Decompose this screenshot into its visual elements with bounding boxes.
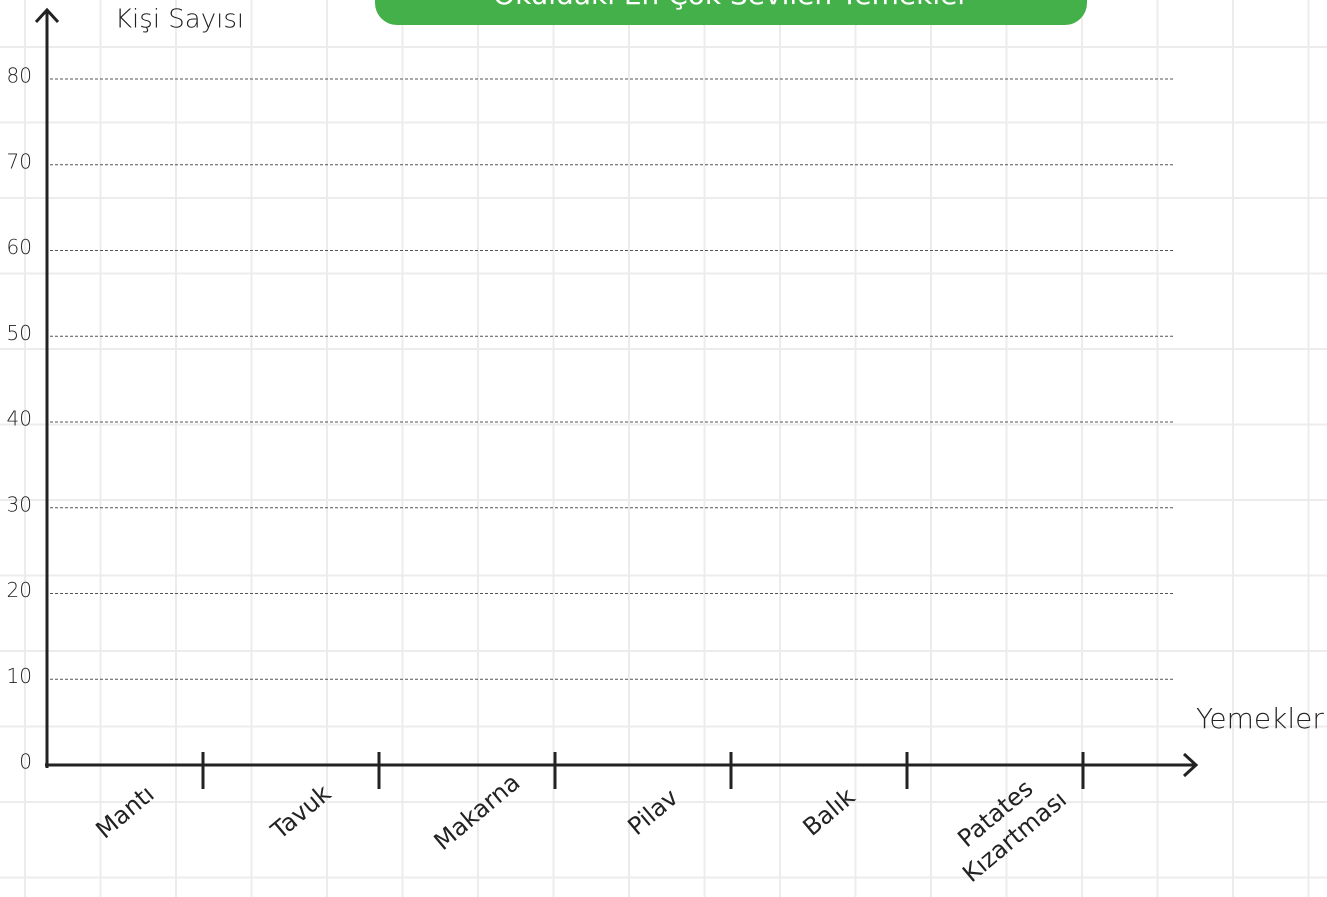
y-tick-label: 80 [7,64,32,88]
y-tick-label: 70 [7,149,32,173]
y-tick-label: 50 [7,321,32,345]
x-axis-arrow [1182,752,1199,778]
y-tick-label: 0 [19,750,32,774]
y-axis-title: Kişi Sayısı [115,5,244,35]
y-axis-arrow [34,7,60,24]
y-tick-label: 10 [7,664,32,688]
y-tick-label: 40 [7,407,32,431]
y-tick-label: 20 [7,578,32,602]
chart-title: Okuldaki En Çok Sevilen Yemekler [493,0,969,11]
y-tick-label: 60 [7,235,32,259]
x-axis-title: Yemekler [1196,702,1324,735]
y-tick-label: 30 [7,492,32,516]
title-banner [375,0,1087,25]
